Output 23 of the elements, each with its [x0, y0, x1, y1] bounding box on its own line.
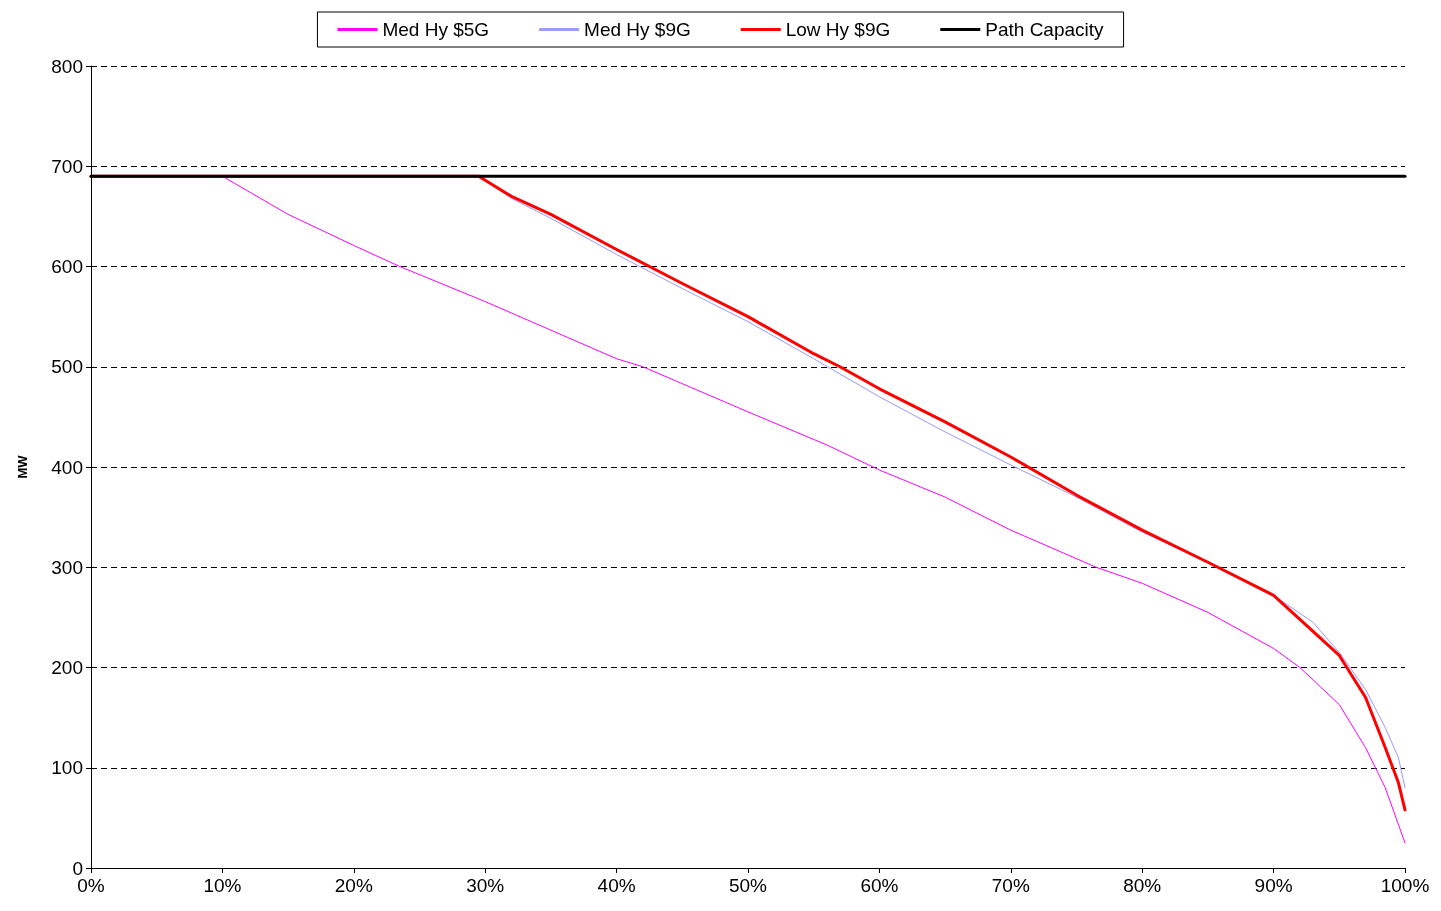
y-tick-label: 700: [51, 155, 83, 177]
x-tick-label: 30%: [466, 875, 505, 896]
legend-label: Med Hy $5G: [382, 19, 490, 40]
y-tick-label: 100: [51, 757, 83, 779]
y-tick-label: 400: [51, 456, 83, 478]
legend-label: Med Hy $9G: [584, 19, 691, 40]
x-tick-label: 100%: [1380, 875, 1430, 896]
x-tick-label: 70%: [991, 875, 1030, 896]
y-tick-label: 800: [51, 55, 83, 77]
legend-label: Path Capacity: [985, 19, 1105, 40]
y-tick-label: 300: [51, 556, 83, 578]
x-tick-label: 80%: [1123, 875, 1162, 896]
x-tick-label: 60%: [860, 875, 899, 896]
y-axis-title: MW: [15, 454, 30, 479]
legend-label: Low Hy $9G: [785, 19, 891, 40]
x-tick-label: 10%: [203, 875, 242, 896]
x-tick-label: 50%: [728, 875, 768, 896]
x-tick-label: 20%: [334, 875, 373, 896]
y-tick-label: 200: [51, 657, 83, 678]
y-tick-label: 600: [51, 256, 83, 277]
x-tick-label: 40%: [597, 875, 636, 896]
y-tick-label: 500: [51, 356, 83, 378]
x-tick-label: 90%: [1254, 875, 1293, 896]
